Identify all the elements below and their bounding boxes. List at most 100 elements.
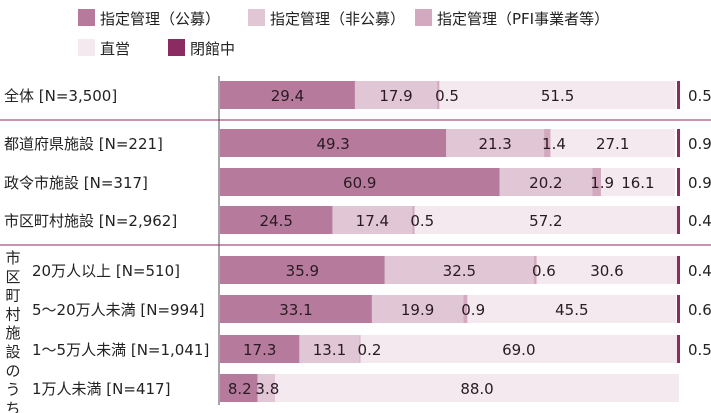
- category-label-7: 1万人未満 [N=417]: [32, 380, 170, 398]
- value-label-4-3: 30.6: [590, 262, 623, 280]
- bar-seg-2-0: [220, 168, 500, 196]
- value-label-7-3: 88.0: [460, 380, 493, 398]
- value-label-4-2: 0.6: [532, 262, 556, 280]
- bar-seg-4-2: [533, 256, 537, 284]
- bar-seg-2-3: [600, 168, 675, 196]
- value-label-2-1: 20.2: [529, 174, 562, 192]
- value-label-6-2: 0.2: [358, 341, 382, 359]
- bar-seg-1-1: [446, 129, 545, 157]
- legend-label-1: 指定管理（非公募）: [270, 10, 405, 28]
- bar-seg-1-3: [550, 129, 675, 157]
- value-label-2-4: 0.9: [688, 174, 711, 192]
- value-label-6-1: 13.1: [313, 341, 346, 359]
- bar-seg-4-1: [384, 256, 534, 284]
- bar-seg-0-2: [437, 81, 440, 109]
- value-label-3-4: 0.4: [688, 212, 711, 230]
- value-label-1-0: 49.3: [316, 135, 349, 153]
- bar-seg-3-3: [414, 206, 678, 234]
- group-label-char-7: う: [5, 381, 20, 399]
- value-label-3-2: 0.5: [410, 212, 434, 230]
- bar-seg-4-4: [677, 256, 680, 284]
- category-label-3: 市区町村施設 [N=2,962]: [4, 212, 177, 230]
- bar-seg-5-2: [463, 295, 468, 323]
- bar-seg-3-0: [220, 206, 333, 234]
- category-label-6: 1〜5万人未満 [N=1,041]: [32, 341, 209, 359]
- bar-seg-1-0: [220, 129, 447, 157]
- value-label-1-1: 21.3: [478, 135, 511, 153]
- bar-seg-2-4: [677, 168, 680, 196]
- legend-label-2: 指定管理（PFI事業者等）: [437, 10, 609, 28]
- value-label-6-3: 69.0: [502, 341, 535, 359]
- value-label-0-3: 51.5: [541, 87, 574, 105]
- bar-seg-6-2: [359, 335, 361, 363]
- bar-seg-4-3: [536, 256, 678, 284]
- bar-seg-1-4: [677, 129, 680, 157]
- value-label-1-2: 1.4: [542, 135, 566, 153]
- bar-seg-6-0: [220, 335, 300, 363]
- value-label-4-4: 0.4: [688, 262, 711, 280]
- group-label-char-1: 区: [5, 268, 20, 286]
- value-label-5-3: 45.5: [555, 301, 588, 319]
- value-label-7-0: 8.2: [228, 380, 252, 398]
- group-label-char-4: 施: [5, 324, 20, 342]
- value-label-2-2: 1.9: [590, 174, 614, 192]
- bar-seg-3-4: [677, 206, 680, 234]
- category-label-4: 20万人以上 [N=510]: [32, 262, 180, 280]
- bar-seg-5-1: [371, 295, 464, 323]
- value-label-3-3: 57.2: [529, 212, 562, 230]
- value-label-3-1: 17.4: [356, 212, 389, 230]
- bar-seg-7-1: [257, 374, 276, 402]
- bar-seg-2-1: [499, 168, 593, 196]
- value-label-5-4: 0.6: [688, 301, 711, 319]
- group-label-char-3: 村: [5, 305, 20, 323]
- legend-swatch-4: [168, 39, 185, 56]
- bar-seg-6-4: [677, 335, 680, 363]
- bar-seg-5-3: [467, 295, 677, 323]
- group-label-char-2: 町: [5, 287, 20, 305]
- value-label-0-0: 29.4: [271, 87, 304, 105]
- value-label-7-1: 3.8: [255, 380, 279, 398]
- bar-seg-7-3: [275, 374, 679, 402]
- bar-seg-1-2: [544, 129, 551, 157]
- bar-seg-6-1: [299, 335, 360, 363]
- group-label-char-5: 設: [5, 343, 20, 361]
- value-label-4-0: 35.9: [286, 262, 319, 280]
- category-label-2: 政令市施設 [N=317]: [4, 174, 148, 192]
- value-label-0-4: 0.5: [688, 87, 711, 105]
- value-label-6-0: 17.3: [243, 341, 276, 359]
- bar-seg-6-3: [360, 335, 678, 363]
- value-label-0-2: 0.5: [435, 87, 459, 105]
- value-label-2-0: 60.9: [343, 174, 376, 192]
- bar-seg-0-4: [677, 81, 680, 109]
- bar-seg-0-3: [439, 81, 676, 109]
- legend-swatch-0: [78, 9, 95, 26]
- bar-seg-3-2: [412, 206, 415, 234]
- group-label-char-8: ち: [5, 399, 20, 413]
- legend-label-0: 指定管理（公募）: [100, 10, 220, 28]
- category-label-0: 全体 [N=3,500]: [4, 87, 117, 105]
- bar-seg-4-0: [220, 256, 385, 284]
- bar-seg-5-0: [220, 295, 372, 323]
- legend-swatch-2: [415, 9, 432, 26]
- value-label-1-3: 27.1: [596, 135, 629, 153]
- category-label-1: 都道府県施設 [N=221]: [4, 135, 163, 153]
- value-label-0-1: 17.9: [379, 87, 412, 105]
- value-label-6-4: 0.5: [688, 341, 711, 359]
- bar-seg-7-0: [220, 374, 258, 402]
- bar-seg-0-1: [354, 81, 438, 109]
- bar-seg-0-0: [220, 81, 355, 109]
- value-label-5-1: 19.9: [401, 301, 434, 319]
- legend-swatch-3: [78, 39, 95, 56]
- legend-swatch-1: [248, 9, 265, 26]
- legend-label-4: 閉館中: [190, 40, 235, 58]
- value-label-4-1: 32.5: [443, 262, 476, 280]
- value-label-1-4: 0.9: [688, 135, 711, 153]
- group-label-char-6: の: [5, 362, 20, 380]
- bar-seg-2-2: [592, 168, 601, 196]
- group-label-char-0: 市: [5, 249, 20, 267]
- legend-label-3: 直営: [100, 40, 130, 58]
- value-label-2-3: 16.1: [621, 174, 654, 192]
- category-label-5: 5〜20万人未満 [N=994]: [32, 301, 205, 319]
- bar-seg-3-1: [332, 206, 413, 234]
